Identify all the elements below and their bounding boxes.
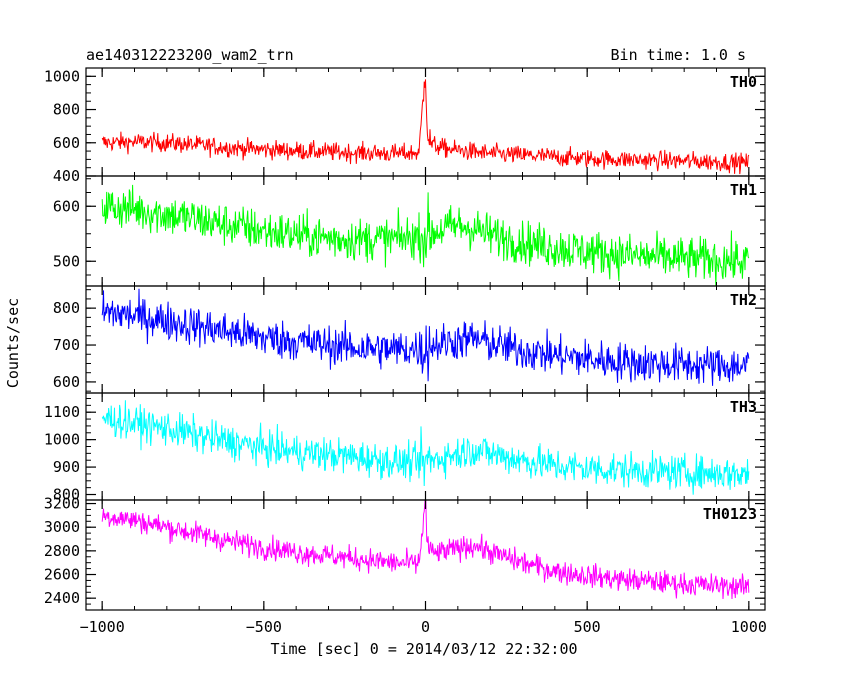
y-tick-label: 1000 xyxy=(44,67,80,85)
panel-label-th0123: TH0123 xyxy=(703,505,757,523)
trace-th3 xyxy=(101,400,750,495)
y-tick-label: 700 xyxy=(53,336,80,354)
y-tick-label: 3000 xyxy=(44,518,80,536)
y-tick-label: 600 xyxy=(53,373,80,391)
panel-frame-th0123 xyxy=(85,499,766,611)
panel-frame-th1 xyxy=(85,175,766,287)
tick-layer xyxy=(86,67,765,611)
y-tick-label: 800 xyxy=(53,486,80,504)
y-tick-label: 400 xyxy=(53,167,80,185)
y-tick-label: 800 xyxy=(53,299,80,317)
y-tick-label: 500 xyxy=(53,252,80,270)
x-axis-label: Time [sec] 0 = 2014/03/12 22:32:00 xyxy=(270,640,577,658)
trace-th1 xyxy=(101,184,750,286)
y-tick-label: 600 xyxy=(53,197,80,215)
y-tick-label: 900 xyxy=(53,458,80,476)
y-tick-label: 2800 xyxy=(44,542,80,560)
y-tick-label: 600 xyxy=(53,134,80,152)
x-tick-label: −500 xyxy=(246,618,282,636)
x-tick-label: 500 xyxy=(574,618,601,636)
y-tick-label: 2600 xyxy=(44,566,80,584)
y-tick-label: 800 xyxy=(53,101,80,119)
y-tick-label: 2400 xyxy=(44,589,80,607)
y-tick-label: 1100 xyxy=(44,403,80,421)
panel-frame-th3 xyxy=(85,392,766,501)
chart-title: ae140312223200_wam2_trn xyxy=(86,46,294,64)
panel-label-th1: TH1 xyxy=(730,181,757,199)
y-axis-label: Counts/sec xyxy=(4,298,22,388)
panel-label-th2: TH2 xyxy=(730,291,757,309)
trace-th0 xyxy=(101,79,750,175)
y-tick-label: 3200 xyxy=(44,495,80,513)
x-tick-label: −1000 xyxy=(80,618,125,636)
panel-label-th3: TH3 xyxy=(730,398,757,416)
label-layer: 400 600 800 1000 TH0 500 600 TH1 600 700 800 TH2 800… xyxy=(44,67,767,636)
x-tick-label: 0 xyxy=(421,618,430,636)
y-tick-label: 1000 xyxy=(44,431,80,449)
trace-th0123 xyxy=(101,500,750,600)
trace-layer xyxy=(101,79,750,600)
panel-label-th0: TH0 xyxy=(730,73,757,91)
trace-th2 xyxy=(101,288,750,386)
bin-time-label: Bin time: 1.0 s xyxy=(611,46,746,64)
x-tick-label: 1000 xyxy=(731,618,767,636)
